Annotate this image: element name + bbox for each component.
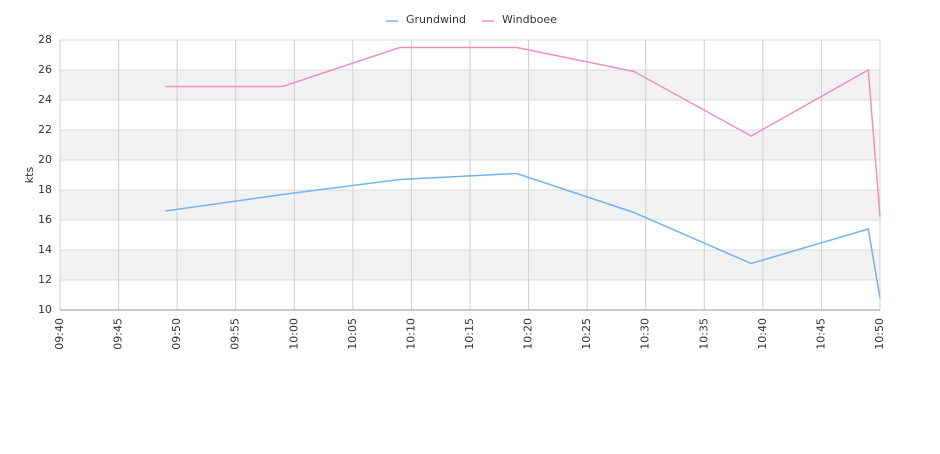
x-tick-label: 10:35 xyxy=(697,318,710,350)
legend-label: Windboee xyxy=(502,13,557,26)
y-tick-label: 20 xyxy=(38,153,52,166)
x-tick-label: 10:10 xyxy=(404,318,417,350)
x-tick-label: 10:40 xyxy=(756,318,769,350)
x-tick-label: 10:20 xyxy=(522,318,535,350)
y-tick-label: 24 xyxy=(38,93,52,106)
x-tick-label: 09:45 xyxy=(112,318,125,350)
line xyxy=(165,172,881,299)
line xyxy=(165,46,881,218)
x-tick-label: 10:05 xyxy=(346,318,359,350)
x-tick-label: 10:15 xyxy=(463,318,476,350)
y-axis-label: kts xyxy=(23,167,36,184)
x-tick-label: 10:30 xyxy=(639,318,652,350)
y-tick-label: 18 xyxy=(38,183,52,196)
y-tick-label: 14 xyxy=(38,243,52,256)
y-tick-label: 12 xyxy=(38,273,52,286)
y-tick-label: 26 xyxy=(38,63,52,76)
x-tick-label: 10:45 xyxy=(814,318,827,350)
y-tick-label: 16 xyxy=(38,213,52,226)
x-tick-label: 10:00 xyxy=(287,318,300,350)
y-tick-label: 28 xyxy=(38,33,52,46)
y-tick-label: 10 xyxy=(38,303,52,316)
legend-label: Grundwind xyxy=(406,13,466,26)
x-tick-label: 09:55 xyxy=(229,318,242,350)
x-tick-label: 10:50 xyxy=(873,318,886,350)
x-tick-label: 09:40 xyxy=(53,318,66,350)
x-tick-label: 10:25 xyxy=(580,318,593,350)
x-tick-label: 09:50 xyxy=(170,318,183,350)
y-tick-label: 22 xyxy=(38,123,52,136)
